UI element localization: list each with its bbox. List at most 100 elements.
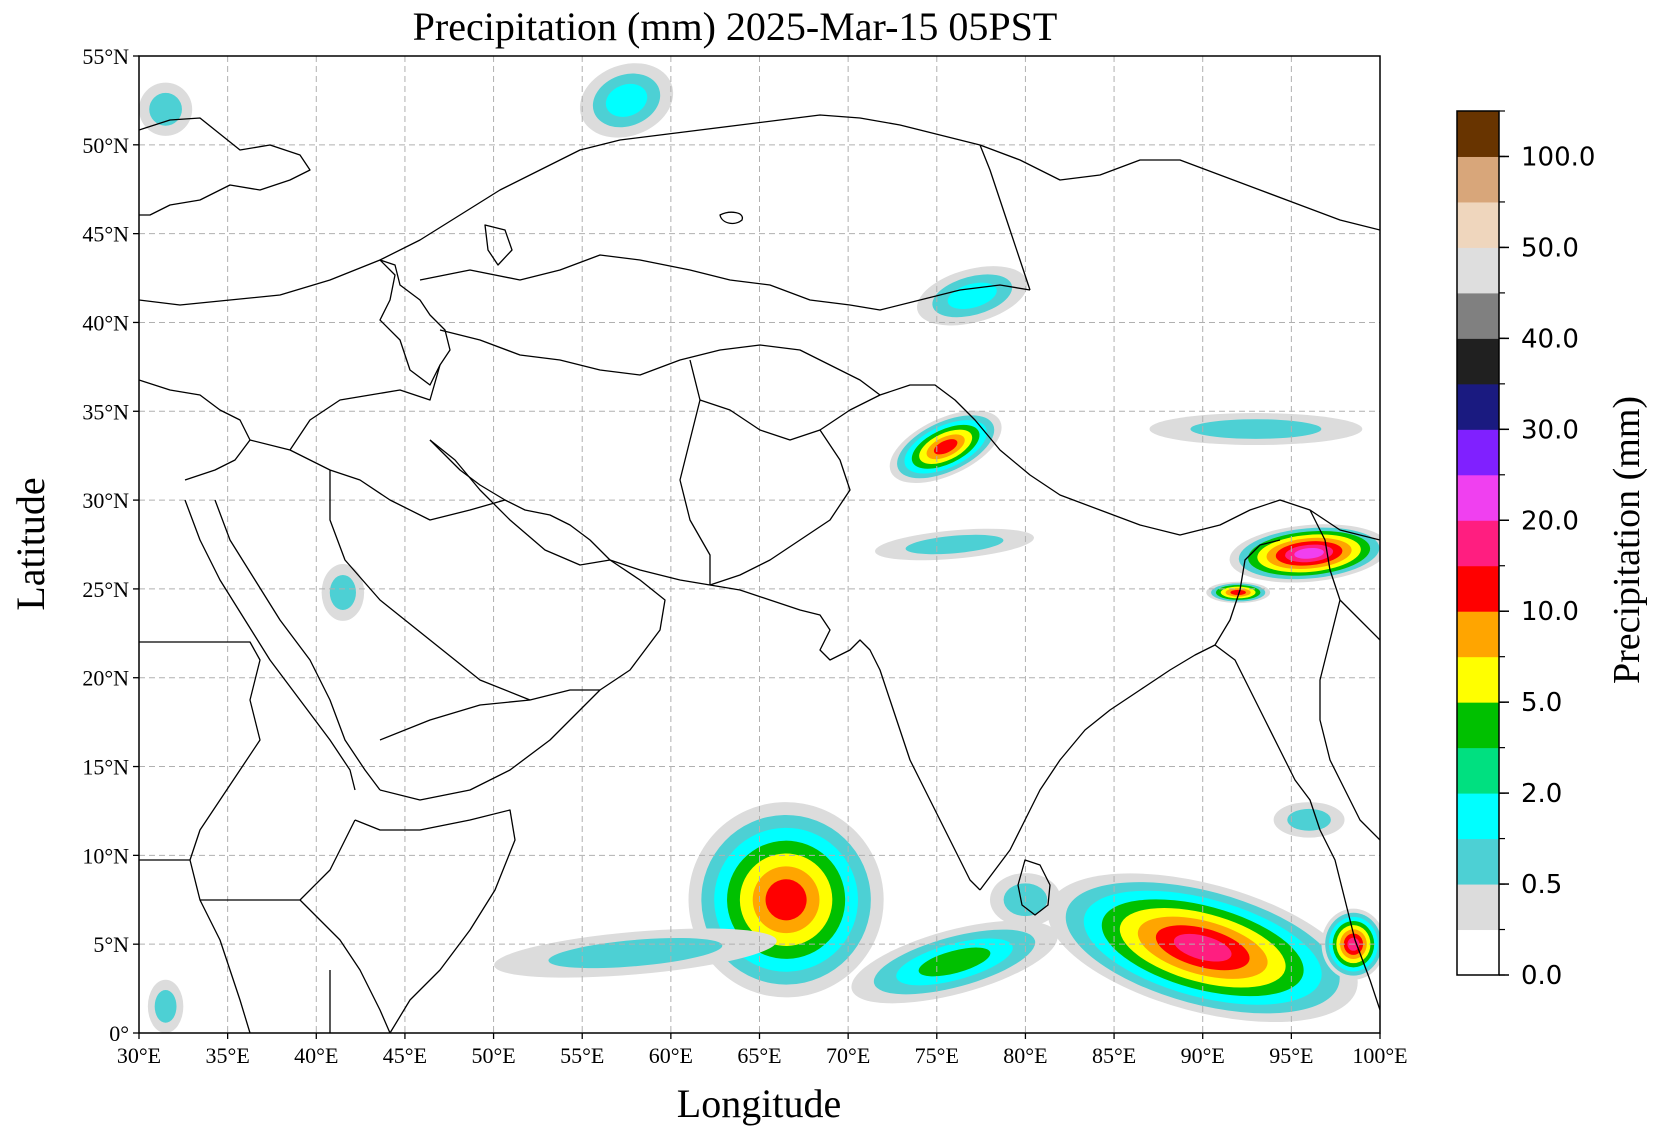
india-west-coast [709,584,981,891]
precip-andaman [1273,802,1345,838]
y-tick-label: 0° [109,1021,129,1046]
country-borders [139,114,1380,1033]
colorbar-segment [1457,474,1499,521]
colorbar-segment [1457,111,1499,157]
colorbar-segment [1457,520,1499,567]
precip-contour [605,83,648,117]
y-tick-label: 30°N [82,488,129,513]
colorbar-segment [1457,429,1499,476]
red-sea-west-coast [184,499,356,791]
x-tick-label: 50°E [471,1043,515,1068]
colorbar-tick-label: 20.0 [1521,506,1579,536]
precip-contour [154,989,177,1023]
precip-contour [765,879,807,921]
precip-contour [548,937,723,969]
precip-contour [149,92,182,126]
colorbar-segment [1457,201,1499,248]
coastline-eurasia [139,117,311,216]
colorbar-tick-label: 2.0 [1521,779,1562,809]
precip-tien-shan [917,266,1028,326]
y-tick-label: 55°N [82,44,129,69]
china-mongolia-border [979,144,1380,231]
colorbar-tick-label: 40.0 [1521,324,1579,354]
central-asia-border [439,329,881,396]
y-tick-label: 25°N [82,577,129,602]
graticule [139,56,1380,1033]
longitude-ticks: 30°E 35°E 40°E 45°E 50°E 55°E 60°E 65°E 70°E 75°E… [117,1033,1408,1068]
x-tick-label: 60°E [649,1043,693,1068]
x-tick-label: 40°E [294,1043,338,1068]
himalaya-border [819,384,1380,541]
colorbar-segment [1457,838,1499,885]
x-tick-label: 90°E [1181,1043,1225,1068]
y-tick-label: 35°N [82,399,129,424]
x-tick-label: 70°E [826,1043,870,1068]
india-east-coast [979,644,1216,891]
colorbar-tick-label: 0.0 [1521,961,1562,991]
precip-contour [1190,419,1322,439]
lake-balkhash [719,211,743,225]
x-tick-label: 35°E [206,1043,250,1068]
x-tick-label: 55°E [560,1043,604,1068]
x-tick-label: 100°E [1352,1043,1407,1068]
colorbar-segment [1457,565,1499,612]
precip-contour [1287,808,1331,831]
colorbar-label: Precipitation (mm) [1606,396,1648,684]
precip-tibet-band [1149,413,1363,446]
x-axis-label: Longitude [677,1081,841,1126]
precip-northeast-india [1229,524,1380,583]
latitude-ticks: 0° 5°N 10°N 15°N 20°N 25°N 30°N 35°N 40°N 45°N 50°… [82,44,139,1046]
precip-northwest-himalaya [889,410,1002,484]
colorbar-segment [1457,292,1499,339]
y-tick-label: 15°N [82,755,129,780]
precip-kazakh-north [579,63,674,138]
sri-lanka-outline [1017,859,1051,916]
colorbar-segment [1457,156,1499,203]
russia-kazakh-border [139,114,981,306]
colorbar-segment [1457,702,1499,749]
precip-equatorial-band [494,928,777,978]
precip-arabia-patch [321,564,365,621]
colorbar-segment [1457,656,1499,703]
kazakh-south-border [419,254,1031,311]
precip-black-sea-north [139,82,193,136]
x-tick-label: 80°E [1003,1043,1047,1068]
colorbar-tick-label: 30.0 [1521,415,1579,445]
y-tick-label: 10°N [82,843,129,868]
pakistan-afghanistan-border [699,399,851,586]
mediterranean-coast [139,379,251,481]
kazakh-china-border [979,144,1031,291]
colorbar-segment [1457,383,1499,430]
iran-afghanistan-border [679,359,711,585]
colorbar-tick-label: 0.5 [1521,870,1562,900]
colorbar-segment [1457,338,1499,385]
precip-east-africa [147,979,184,1033]
precip-contour [933,439,958,455]
precip-contour [329,574,356,610]
myanmar-coast [1214,644,1380,1011]
x-tick-label: 95°E [1269,1043,1313,1068]
arabian-peninsula-coast [379,439,666,801]
colorbar-frame [1456,110,1500,976]
x-tick-label: 65°E [737,1043,781,1068]
colorbar-segment [1457,793,1499,840]
southeast-asia-borders [1214,509,1380,841]
y-tick-label: 40°N [82,310,129,335]
precip-bangladesh-cell [1206,581,1271,604]
precip-contour [905,534,1004,555]
colorbar-segment [1457,611,1499,658]
y-tick-label: 45°N [82,222,129,247]
precip-contour [947,282,997,309]
africa-borders [139,641,391,1033]
colorbar-segment [1457,929,1499,976]
saudi-yemen-border [379,689,600,741]
x-tick-label: 45°E [383,1043,427,1068]
colorbar-tick-label: 50.0 [1521,233,1579,263]
red-sea-east-coast [214,499,381,791]
x-tick-label: 30°E [117,1043,161,1068]
precip-pakistan-band [875,528,1034,561]
colorbar-tick-label: 5.0 [1521,688,1562,718]
x-tick-label: 75°E [915,1043,959,1068]
colorbar-segment [1457,247,1499,294]
colorbar-tick-label: 100.0 [1521,142,1595,172]
